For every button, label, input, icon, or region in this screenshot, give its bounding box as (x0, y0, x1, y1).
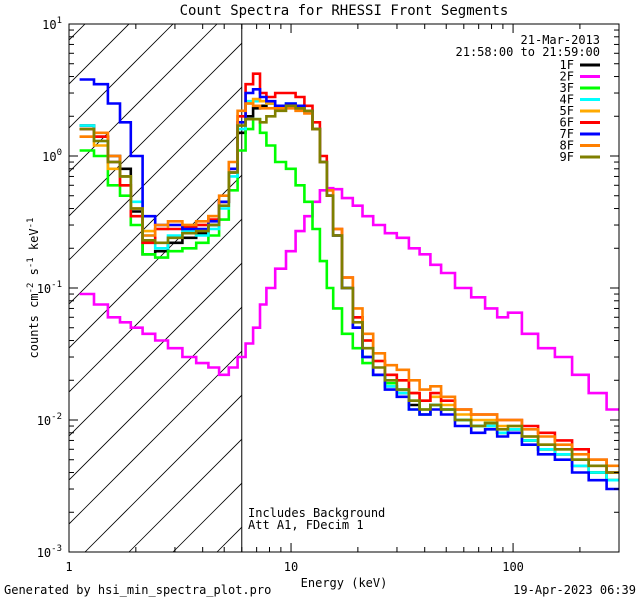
x-tick-label: 1 (65, 560, 72, 574)
generated-by-label: Generated by hsi_min_spectra_plot.pro (4, 583, 271, 597)
hatch-line (69, 350, 242, 525)
hatch-line (69, 262, 242, 437)
hatch-line (69, 86, 242, 261)
legend-label-8f: 8F (560, 139, 574, 153)
legend-label-1f: 1F (560, 58, 574, 72)
x-axis-ticks: 1 10 100 (65, 24, 620, 574)
attenuator-hatch-region (69, 24, 242, 552)
y-tick-label: 10-3 (37, 544, 62, 560)
y-axis-label: counts cm-2 s-1 keV-1 (26, 218, 41, 359)
legend-label-4f: 4F (560, 93, 574, 107)
hatch-line (69, 42, 242, 217)
series-group (79, 72, 619, 491)
x-tick-label: 10 (284, 560, 298, 574)
x-axis-label: Energy (keV) (301, 576, 388, 590)
y-tick-label: 10-1 (37, 280, 62, 296)
chart-title: Count Spectra for RHESSI Front Segments (180, 3, 509, 19)
hatch-line (69, 130, 242, 305)
hatch-line (69, 306, 242, 481)
time-range-label: 21:58:00 to 21:59:00 (456, 45, 601, 59)
legend-label-6f: 6F (560, 116, 574, 130)
footer-timestamp: 19-Apr-2023 06:39 (513, 583, 636, 597)
annotation-attenuator: Att A1, FDecim 1 (248, 518, 364, 532)
series-line-9f (79, 104, 619, 474)
legend-label-5f: 5F (560, 104, 574, 118)
x-tick-label: 100 (502, 560, 524, 574)
date-label: 21-Mar-2013 (521, 33, 600, 47)
legend-label-7f: 7F (560, 127, 574, 141)
annotation-background: Includes Background (248, 506, 385, 520)
hatch-line (84, 394, 242, 552)
hatch-line (69, 174, 242, 349)
legend-label-9f: 9F (560, 150, 574, 164)
series-line-2f (79, 186, 619, 411)
legend-label-3f: 3F (560, 81, 574, 95)
y-tick-label: 101 (42, 16, 62, 32)
legend-label-2f: 2F (560, 70, 574, 84)
y-tick-label: 10-2 (37, 412, 62, 428)
y-tick-label: 100 (42, 148, 62, 164)
y-axis-ticks: 101 100 10-1 10-2 10-3 (37, 16, 619, 560)
